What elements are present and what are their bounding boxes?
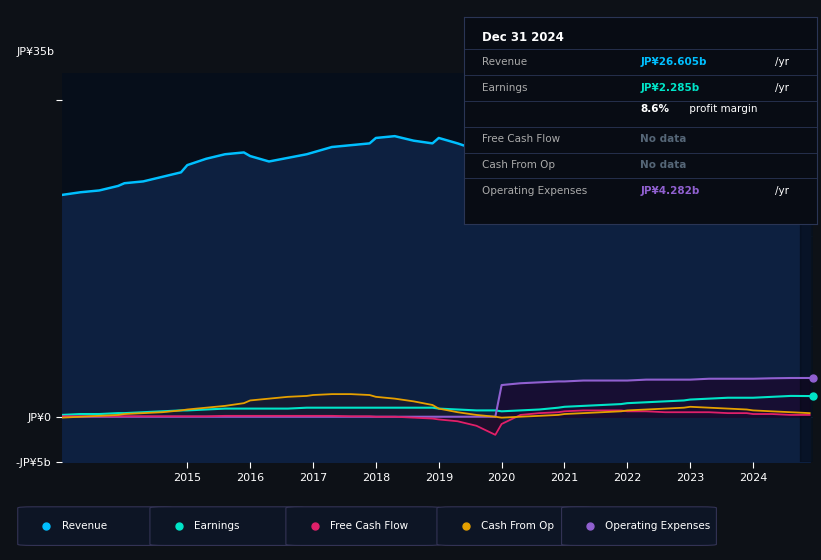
Text: /yr: /yr	[774, 186, 788, 196]
Text: Revenue: Revenue	[62, 521, 107, 531]
Text: Dec 31 2024: Dec 31 2024	[481, 31, 563, 44]
Text: No data: No data	[640, 160, 686, 170]
Text: Operating Expenses: Operating Expenses	[605, 521, 711, 531]
Text: Free Cash Flow: Free Cash Flow	[481, 134, 560, 144]
Text: Earnings: Earnings	[481, 83, 527, 93]
Text: Cash From Op: Cash From Op	[481, 160, 554, 170]
Text: JP¥4.282b: JP¥4.282b	[640, 186, 699, 196]
Bar	[800, 73, 813, 462]
FancyBboxPatch shape	[150, 507, 305, 545]
FancyBboxPatch shape	[437, 507, 592, 545]
Text: JP¥2.285b: JP¥2.285b	[640, 83, 699, 93]
Text: /yr: /yr	[774, 57, 788, 67]
Text: /yr: /yr	[774, 83, 788, 93]
Text: Earnings: Earnings	[194, 521, 239, 531]
FancyBboxPatch shape	[562, 507, 717, 545]
FancyBboxPatch shape	[18, 507, 172, 545]
Text: JP¥35b: JP¥35b	[16, 47, 54, 57]
FancyBboxPatch shape	[286, 507, 441, 545]
Text: JP¥26.605b: JP¥26.605b	[640, 57, 707, 67]
Text: profit margin: profit margin	[686, 104, 758, 114]
Text: 8.6%: 8.6%	[640, 104, 669, 114]
Text: No data: No data	[640, 134, 686, 144]
Text: Cash From Op: Cash From Op	[481, 521, 553, 531]
Text: Free Cash Flow: Free Cash Flow	[330, 521, 408, 531]
Text: Operating Expenses: Operating Expenses	[481, 186, 587, 196]
Text: Revenue: Revenue	[481, 57, 526, 67]
